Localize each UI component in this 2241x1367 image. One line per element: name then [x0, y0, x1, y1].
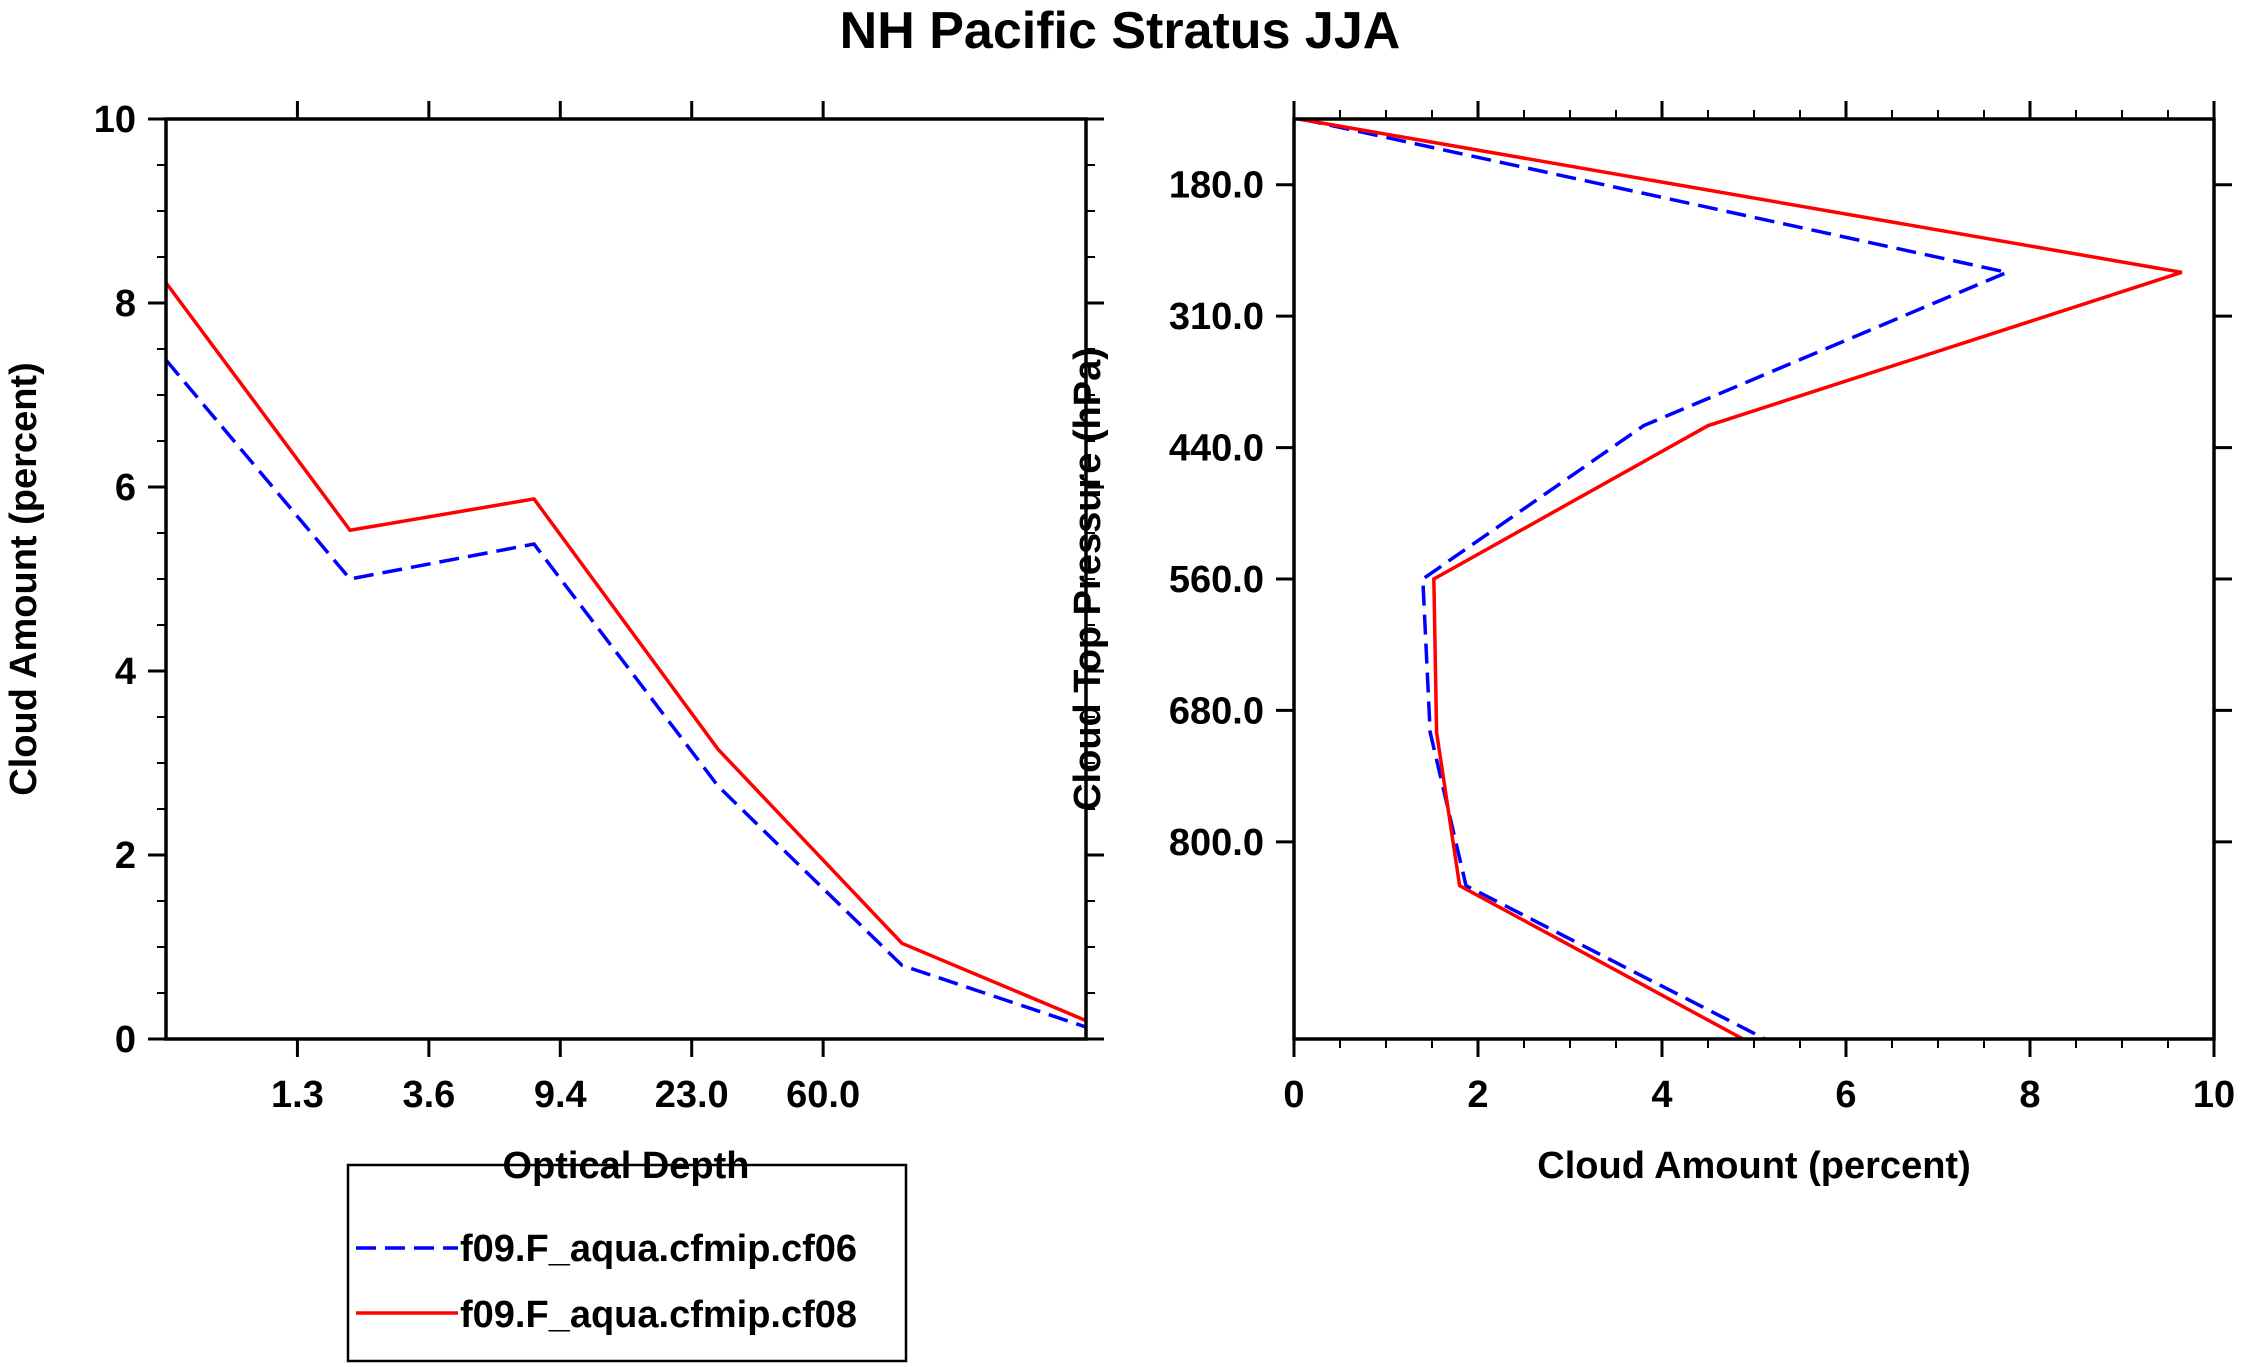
left-y-tick-label: 2 — [115, 835, 136, 877]
right-x-tick-label: 0 — [1283, 1074, 1304, 1116]
left-y-tick-label: 8 — [115, 283, 136, 325]
left-x-tick-label: 23.0 — [655, 1074, 729, 1116]
right-y-tick-label: 560.0 — [1169, 559, 1264, 601]
left-series-line-cf06 — [164, 358, 1087, 1029]
legend: f09.F_aqua.cfmip.cf06 f09.F_aqua.cfmip.c… — [346, 1163, 908, 1363]
right-y-tick-label: 310.0 — [1169, 296, 1264, 338]
right-x-tick-label: 4 — [1651, 1074, 1672, 1116]
left-y-axis-label: Cloud Amount (percent) — [3, 362, 45, 795]
right-x-axis-label: Cloud Amount (percent) — [1537, 1145, 1970, 1187]
right-x-tick-label: 8 — [2019, 1074, 2040, 1116]
right-y-tick-label: 440.0 — [1169, 428, 1264, 470]
left-x-tick-label: 1.3 — [271, 1074, 324, 1116]
right-y-tick-label: 180.0 — [1169, 165, 1264, 207]
left-y-tick-label: 6 — [115, 467, 136, 509]
right-x-tick-label: 10 — [2193, 1074, 2235, 1116]
left-series-line-cf08 — [164, 281, 1087, 1023]
left-x-tick-label: 9.4 — [534, 1074, 587, 1116]
right-series-line-cf06 — [1300, 117, 2013, 1041]
right-series-line-cf08 — [1298, 117, 2183, 1041]
right-plot-frame — [1292, 117, 2216, 1041]
right-x-tick-label: 6 — [1835, 1074, 1856, 1116]
left-y-tick-label: 10 — [94, 99, 136, 141]
right-y-axis-label: Cloud Top Pressure (hPa) — [1067, 347, 1109, 811]
right-x-tick-label: 2 — [1467, 1074, 1488, 1116]
right-y-tick-label: 680.0 — [1169, 690, 1264, 732]
left-x-tick-label: 60.0 — [786, 1074, 860, 1116]
left-y-tick-label: 4 — [115, 651, 136, 693]
right-panel: 0 2 4 6 8 10 180.0 310.0 440.0 560.0 680.0 800.0 Cl… — [1067, 101, 2235, 1187]
left-x-tick-label: 3.6 — [402, 1074, 455, 1116]
right-y-tick-label: 800.0 — [1169, 822, 1264, 864]
legend-label-cf08: f09.F_aqua.cfmip.cf08 — [460, 1294, 857, 1336]
left-plot-frame — [164, 117, 1088, 1041]
chart-title: NH Pacific Stratus JJA — [840, 2, 1401, 60]
legend-box — [346, 1163, 908, 1363]
legend-label-cf06: f09.F_aqua.cfmip.cf06 — [460, 1228, 857, 1270]
left-y-tick-label: 0 — [115, 1019, 136, 1061]
